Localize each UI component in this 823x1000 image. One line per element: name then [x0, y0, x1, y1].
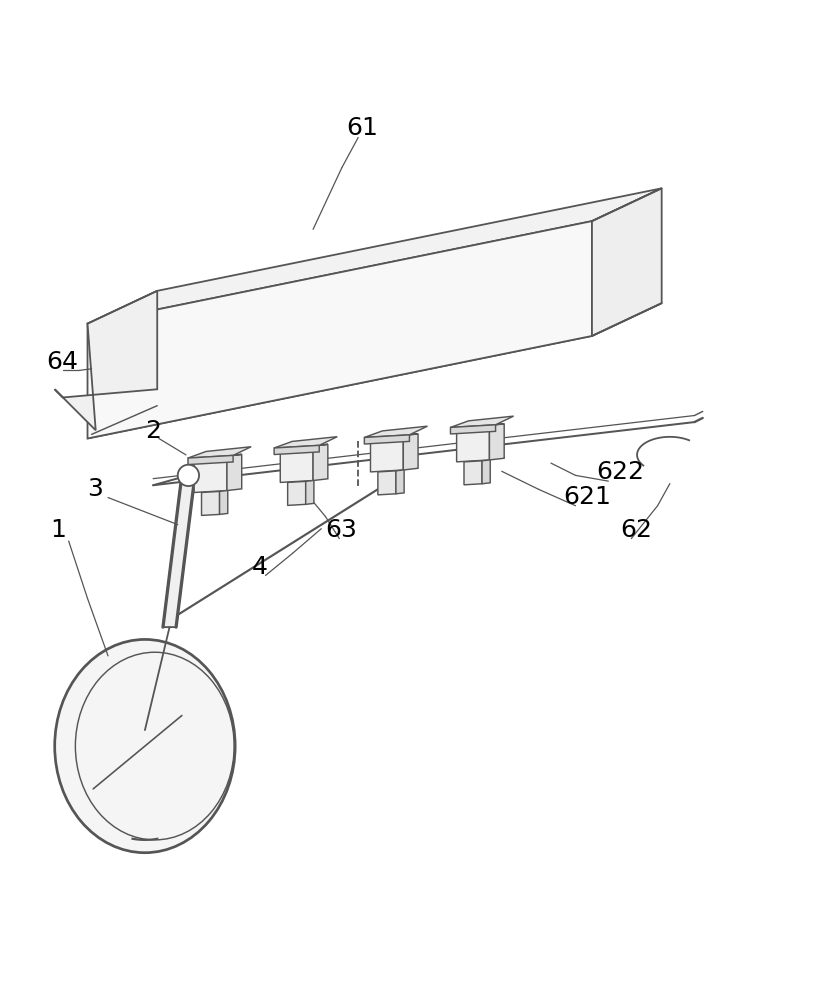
- Polygon shape: [274, 445, 319, 455]
- Polygon shape: [464, 461, 482, 485]
- Polygon shape: [457, 425, 490, 462]
- Text: 621: 621: [563, 485, 611, 509]
- Text: 62: 62: [621, 518, 653, 542]
- Polygon shape: [288, 481, 305, 505]
- Polygon shape: [450, 416, 514, 427]
- Polygon shape: [305, 480, 314, 504]
- Polygon shape: [227, 454, 242, 491]
- Polygon shape: [482, 460, 491, 484]
- Polygon shape: [188, 447, 251, 458]
- Polygon shape: [370, 434, 418, 437]
- Polygon shape: [370, 436, 403, 472]
- Polygon shape: [194, 454, 242, 458]
- Polygon shape: [188, 455, 233, 465]
- Polygon shape: [274, 437, 337, 448]
- Text: 61: 61: [346, 116, 378, 140]
- Text: 622: 622: [596, 460, 644, 484]
- Polygon shape: [87, 303, 662, 438]
- Polygon shape: [194, 456, 227, 492]
- Polygon shape: [396, 470, 404, 494]
- Text: 4: 4: [252, 555, 267, 579]
- Polygon shape: [313, 444, 328, 481]
- Polygon shape: [365, 426, 427, 437]
- Polygon shape: [281, 446, 313, 482]
- Text: 64: 64: [47, 350, 78, 374]
- Circle shape: [178, 465, 199, 486]
- Polygon shape: [403, 434, 418, 470]
- Polygon shape: [202, 491, 220, 515]
- Polygon shape: [163, 475, 195, 627]
- Polygon shape: [490, 424, 504, 460]
- Text: 3: 3: [87, 477, 104, 501]
- Ellipse shape: [54, 639, 235, 853]
- Polygon shape: [378, 471, 396, 495]
- Polygon shape: [54, 291, 157, 430]
- Polygon shape: [457, 424, 504, 427]
- Polygon shape: [281, 444, 328, 448]
- Polygon shape: [220, 490, 228, 514]
- Text: 2: 2: [145, 419, 161, 443]
- Text: 63: 63: [325, 518, 357, 542]
- Text: 1: 1: [50, 518, 67, 542]
- Polygon shape: [592, 188, 662, 336]
- Polygon shape: [365, 435, 410, 444]
- Polygon shape: [450, 425, 495, 434]
- Polygon shape: [87, 188, 662, 324]
- Polygon shape: [87, 221, 592, 438]
